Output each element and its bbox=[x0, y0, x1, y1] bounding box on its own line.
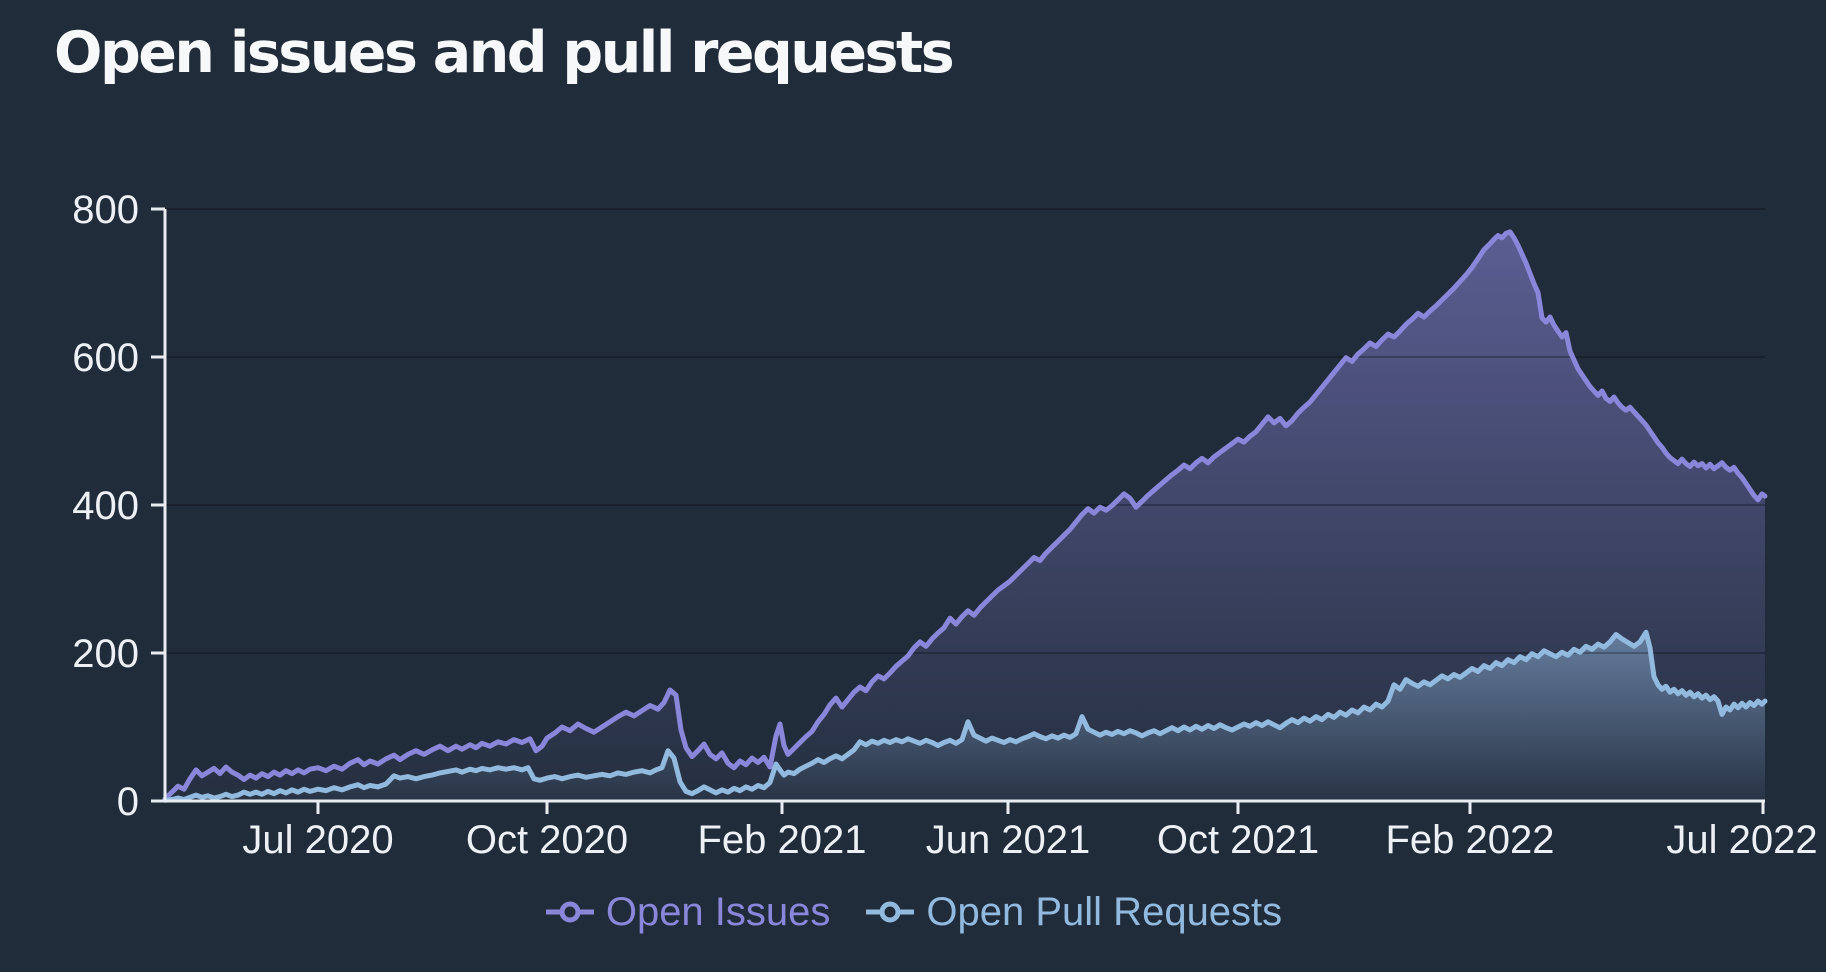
y-tick-label: 800 bbox=[72, 188, 139, 232]
legend-label-open-pull-requests: Open Pull Requests bbox=[926, 890, 1283, 934]
series-line-0 bbox=[162, 229, 1768, 802]
legend-line-dot-icon bbox=[866, 901, 915, 923]
y-tick-label: 400 bbox=[72, 484, 139, 528]
chart-title: Open issues and pull requests bbox=[54, 20, 955, 86]
x-tick-label: Jun 2021 bbox=[926, 818, 1091, 862]
y-tick-label: 0 bbox=[117, 780, 139, 824]
legend-item-open-issues[interactable]: Open Issues bbox=[544, 890, 831, 934]
x-tick-label: Jul 2020 bbox=[242, 818, 393, 862]
legend-label-open-issues: Open Issues bbox=[605, 890, 831, 934]
series-area-0 bbox=[165, 231, 1765, 801]
legend-item-open-pull-requests[interactable]: Open Pull Requests bbox=[864, 892, 1282, 932]
y-tick-label: 200 bbox=[72, 632, 139, 676]
x-tick-label: Oct 2021 bbox=[1157, 818, 1319, 862]
series-line-1 bbox=[162, 629, 1768, 803]
legend-line-dot-icon bbox=[545, 901, 594, 923]
x-tick-label: Feb 2021 bbox=[697, 818, 866, 862]
y-tick-label: 600 bbox=[72, 336, 139, 380]
x-tick-label: Oct 2020 bbox=[466, 818, 628, 862]
series-area-1 bbox=[165, 632, 1765, 801]
chart-legend: Open Issues Open Pull Requests bbox=[0, 892, 1826, 932]
x-tick-label: Jul 2022 bbox=[1666, 818, 1817, 862]
x-tick-label: Feb 2022 bbox=[1385, 818, 1554, 862]
